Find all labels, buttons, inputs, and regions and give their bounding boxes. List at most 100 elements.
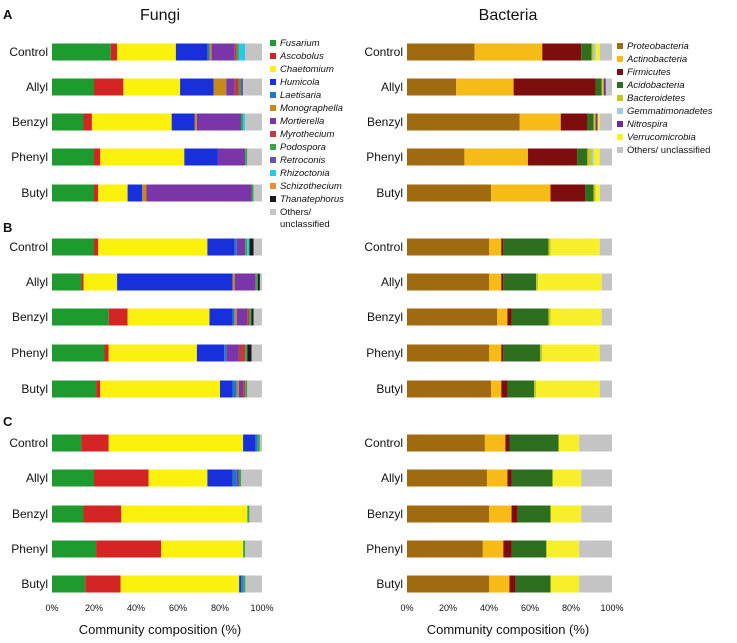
bar-segment-acidobacteria xyxy=(503,273,537,291)
bar-segment-fusarium xyxy=(52,575,86,593)
legend-fungi: Fusarium Ascobolus Chaetomium Humicola Laeti… xyxy=(270,38,344,230)
category-label-fungi-a: Control xyxy=(9,45,48,59)
legend-label-others: unclassified xyxy=(280,219,330,230)
category-label-fungi-b: Benzyl xyxy=(12,310,48,324)
bar-segment-humicola xyxy=(184,148,218,166)
tick-labels-layer: 0% 20% 40% 60% 80% 100% 0% 20% 40% 60% 80% 100% xyxy=(45,603,623,613)
bar-segment-podospora xyxy=(238,78,241,96)
bar-segment-firmicutes xyxy=(542,43,582,61)
legend-label-laetisaria: Laetisaria xyxy=(280,90,321,101)
bar-segment-chaetomium xyxy=(98,238,208,256)
legend-label-mortierella: Mortierella xyxy=(280,116,324,127)
bar-segment-firmicutes xyxy=(507,469,512,487)
bar-segment-ascobolus xyxy=(81,273,84,291)
bar-segment-humicola xyxy=(239,575,242,593)
bar-segment-chaetomium xyxy=(108,344,197,362)
bar-segment-podospora xyxy=(249,308,252,326)
bar-segment-firmicutes xyxy=(550,184,586,202)
bar-segment-fusarium xyxy=(52,540,97,558)
bar-segment-rhizoctonia xyxy=(247,238,250,256)
bar-segment-chaetomium xyxy=(120,575,240,593)
legend-label-fusarium: Fusarium xyxy=(280,38,320,49)
x-tick-label-fungi: 80% xyxy=(211,603,229,613)
bar-segment-others-unclassified xyxy=(253,308,262,326)
bar-segment-others-unclassified xyxy=(253,184,262,202)
legend-label-actinobacteria: Actinobacteria xyxy=(626,54,687,65)
bar-segment-humicola xyxy=(209,308,233,326)
bar-segment-others-unclassified xyxy=(599,148,612,166)
bar-segment-laetisaria xyxy=(207,43,210,61)
bar-segment-retroconis xyxy=(241,78,244,96)
bar-segment-acidobacteria xyxy=(595,78,602,96)
bar-segment-podospora xyxy=(243,575,246,593)
category-label-bacteria-a: Phenyl xyxy=(366,150,403,164)
bar-segment-verrucomicrobia xyxy=(536,380,600,398)
bar-segment-others-unclassified xyxy=(245,113,262,131)
bar-segment-fusarium xyxy=(52,344,105,362)
bar-segment-mortierella xyxy=(211,43,235,61)
bar-segment-monographella xyxy=(194,113,197,131)
bar-segment-acidobacteria xyxy=(585,184,594,202)
bar-segment-proteobacteria xyxy=(407,78,457,96)
chart-fungi-a: Control Allyl Benzyl Phenyl Butyl xyxy=(9,43,262,202)
bar-segment-others-unclassified xyxy=(581,469,612,487)
axis-labels: Community composition (%) Community comp… xyxy=(79,622,590,637)
bar-segment-others-unclassified xyxy=(599,184,612,202)
bar-segment-chaetomium xyxy=(117,43,176,61)
bar-segment-others-unclassified xyxy=(247,380,262,398)
bar-segment-others-unclassified xyxy=(599,238,612,256)
legend-label-proteobacteria: Proteobacteria xyxy=(627,41,689,52)
x-tick-label-fungi: 100% xyxy=(250,603,273,613)
bar-segment-fusarium xyxy=(52,78,94,96)
bar-segment-acidobacteria xyxy=(517,505,551,523)
category-label-bacteria-b: Phenyl xyxy=(366,346,403,360)
bar-segment-others-unclassified xyxy=(249,505,262,523)
legend-swatch-podospora xyxy=(270,144,276,150)
bar-segment-fusarium xyxy=(52,184,94,202)
legend-label-humicola: Humicola xyxy=(280,77,320,88)
legend-swatch-acidobacteria xyxy=(617,82,623,88)
bar-segment-others-unclassified xyxy=(243,78,262,96)
bar-segment-verrucomicrobia xyxy=(542,344,600,362)
bar-segment-bacteroidetes xyxy=(587,148,592,166)
legend-swatch-actinobacteria xyxy=(617,56,623,62)
legend-label-verrucomicrobia: Verrucomicrobia xyxy=(627,132,696,143)
bar-segment-laetisaria xyxy=(234,238,237,256)
bar-segment-firmicutes xyxy=(501,344,504,362)
bar-segment-myrothecium xyxy=(238,344,246,362)
legend-swatch-myrothecium xyxy=(270,131,276,137)
title-fungi: Fungi xyxy=(140,7,180,24)
legend-bacteria: Proteobacteria Actinobacteria Firmicutes Ac… xyxy=(617,41,713,156)
bar-segment-humicola xyxy=(207,469,233,487)
panel-letter-a: A xyxy=(3,7,13,22)
bar-segment-verrucomicrobia xyxy=(550,238,600,256)
bar-segment-actinobacteria xyxy=(474,43,543,61)
bar-segment-fusarium xyxy=(52,308,109,326)
legend-label-rhizoctonia: Rhizoctonia xyxy=(280,168,330,179)
category-label-fungi-c: Butyl xyxy=(21,577,48,591)
legend-swatch-ascobolus xyxy=(270,53,276,59)
bar-segment-verrucomicrobia xyxy=(552,469,582,487)
bar-segment-actinobacteria xyxy=(489,575,510,593)
bar-segment-actinobacteria xyxy=(491,380,502,398)
bar-segment-bacteroidetes xyxy=(591,43,594,61)
category-label-fungi-b: Allyl xyxy=(26,275,48,289)
bar-segment-podospora xyxy=(257,434,260,452)
legend-label-thanatephorus: Thanatephorus xyxy=(280,194,344,205)
bar-segment-ascobolus xyxy=(94,78,124,96)
bar-segment-others-unclassified xyxy=(579,540,612,558)
bar-segment-proteobacteria xyxy=(407,238,489,256)
bar-segment-proteobacteria xyxy=(407,308,498,326)
bar-segment-mortierella xyxy=(236,308,248,326)
legend-label-gemmatimonadetes: Gemmatimonadetes xyxy=(627,106,713,117)
bar-segment-firmicutes xyxy=(527,148,578,166)
legend-swatch-fusarium xyxy=(270,40,276,46)
bar-segment-others-unclassified xyxy=(259,434,262,452)
category-label-fungi-b: Butyl xyxy=(21,382,48,396)
bar-segment-acidobacteria xyxy=(503,344,541,362)
bar-segment-podospora xyxy=(238,469,241,487)
category-label-bacteria-b: Butyl xyxy=(376,382,403,396)
bar-segment-thanatephorus xyxy=(257,273,260,291)
legend-swatch-verrucomicrobia xyxy=(617,134,623,140)
bar-segment-chaetomium xyxy=(123,78,181,96)
